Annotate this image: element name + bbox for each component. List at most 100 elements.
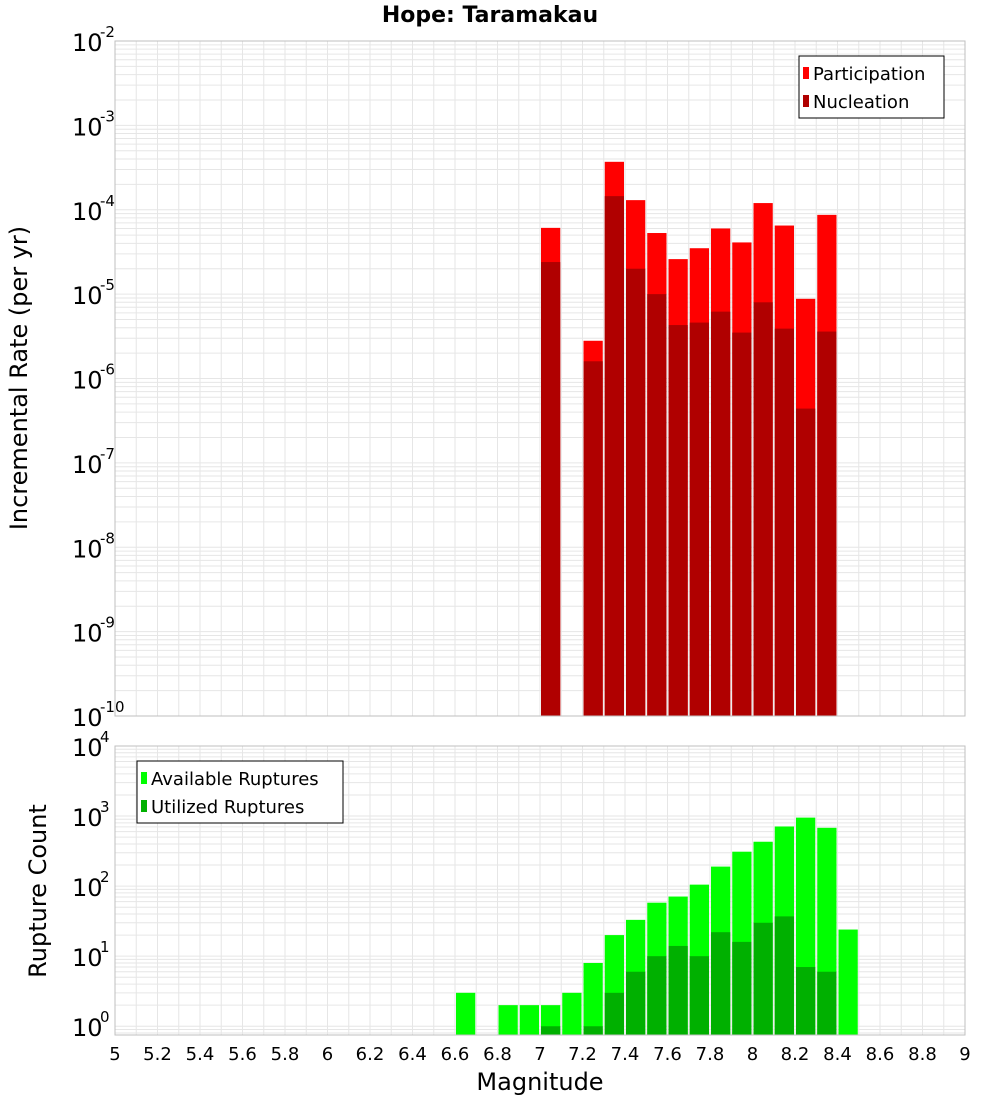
y-tick-label: 10 — [72, 620, 103, 648]
x-ticks: 5 5.2 5.4 5.6 5.8 6 6.2 6.4 6.6 6.8 7 7.2 7.4 7.6 7.8 8… — [109, 1044, 970, 1065]
counts-legend-label: Available Ruptures — [151, 769, 319, 790]
counts-bar-available-ruptures — [456, 992, 476, 1035]
counts-bar-utilized-ruptures — [732, 941, 752, 1035]
y-tick-exponent: -10 — [100, 698, 125, 716]
counts-legend-swatch — [141, 800, 147, 812]
rates-bar-nucleation — [604, 196, 624, 716]
x-tick-label: 9 — [959, 1044, 970, 1065]
y-tick-label: 10 — [72, 874, 103, 902]
rates-bar-nucleation — [732, 332, 752, 716]
x-tick-label: 6.6 — [441, 1044, 470, 1065]
rates-bar-nucleation — [626, 268, 646, 716]
counts-y-axis-label: Rupture Count — [24, 804, 52, 978]
counts-bar-utilized-ruptures — [541, 1026, 561, 1035]
counts-bar-utilized-ruptures — [647, 956, 667, 1035]
counts-bar-utilized-ruptures — [626, 971, 646, 1035]
x-axis-label: Magnitude — [476, 1068, 603, 1096]
x-tick-label: 8.4 — [823, 1044, 852, 1065]
y-tick-label: 10 — [72, 451, 103, 479]
rates-legend-swatch — [803, 95, 809, 107]
y-tick-label: 10 — [72, 367, 103, 395]
rates-legend: Participation Nucleation — [798, 55, 945, 119]
y-tick-exponent: -5 — [100, 276, 115, 294]
counts-bar-available-ruptures — [838, 929, 858, 1035]
y-tick-exponent: 3 — [100, 798, 110, 816]
y-tick-exponent: -6 — [100, 361, 115, 379]
counts-bar-utilized-ruptures — [583, 1026, 603, 1035]
y-tick-exponent: 2 — [100, 868, 110, 886]
rates-bar-nucleation — [541, 262, 561, 716]
chart-title: Hope: Taramakau — [382, 3, 598, 28]
y-tick-label: 10 — [72, 535, 103, 563]
rates-bar-nucleation — [668, 325, 688, 716]
y-tick-label: 10 — [72, 1014, 103, 1042]
rates-bar-nucleation — [817, 331, 837, 716]
counts-bar-available-ruptures — [583, 962, 603, 1035]
rates-legend-label: Nucleation — [813, 92, 909, 113]
counts-legend-box — [136, 760, 344, 824]
y-tick-label: 10 — [72, 704, 103, 732]
x-tick-label: 8.2 — [781, 1044, 810, 1065]
x-tick-label: 7.6 — [653, 1044, 682, 1065]
x-tick-label: 6.8 — [483, 1044, 512, 1065]
rates-y-axis-label: Incremental Rate (per yr) — [5, 226, 33, 530]
y-tick-label: 10 — [72, 29, 103, 57]
x-tick-label: 7.2 — [568, 1044, 597, 1065]
x-tick-label: 6 — [322, 1044, 333, 1065]
x-tick-label: 5.8 — [271, 1044, 300, 1065]
counts-bar-utilized-ruptures — [604, 992, 624, 1035]
x-tick-label: 8.6 — [866, 1044, 895, 1065]
y-tick-label: 10 — [72, 734, 103, 762]
x-tick-label: 8.8 — [908, 1044, 937, 1065]
x-tick-label: 5.6 — [228, 1044, 257, 1065]
counts-plot-frame — [114, 745, 966, 1036]
counts-bar-available-ruptures — [562, 992, 582, 1035]
y-tick-exponent: -7 — [100, 445, 115, 463]
x-tick-label: 6.4 — [398, 1044, 427, 1065]
counts-bar-utilized-ruptures — [796, 967, 816, 1035]
y-tick-label: 10 — [72, 944, 103, 972]
counts-bars — [456, 817, 858, 1035]
x-tick-label: 5 — [109, 1044, 120, 1065]
rates-bar-nucleation — [583, 361, 603, 716]
y-tick-exponent: -4 — [100, 192, 115, 210]
counts-bar-available-ruptures — [519, 1005, 539, 1035]
rates-bar-nucleation — [774, 328, 794, 716]
y-tick-exponent: -8 — [100, 529, 115, 547]
x-tick-label: 7.8 — [696, 1044, 725, 1065]
x-tick-label: 7.4 — [611, 1044, 640, 1065]
y-tick-exponent: 4 — [100, 728, 110, 746]
y-tick-exponent: -9 — [100, 614, 115, 632]
y-tick-label: 10 — [72, 282, 103, 310]
y-tick-label: 10 — [72, 198, 103, 226]
counts-bar-utilized-ruptures — [711, 932, 731, 1035]
x-tick-label: 5.4 — [186, 1044, 215, 1065]
rates-legend-box — [798, 55, 945, 119]
rates-bar-nucleation — [753, 302, 773, 716]
counts-legend: Available Ruptures Utilized Ruptures — [136, 760, 344, 824]
counts-bar-utilized-ruptures — [817, 971, 837, 1035]
y-tick-exponent: 1 — [100, 938, 110, 956]
rates-plot-frame — [114, 40, 966, 717]
counts-bar-available-ruptures — [498, 1005, 518, 1035]
rates-bar-nucleation — [796, 408, 816, 716]
x-tick-label: 7 — [534, 1044, 545, 1065]
rates-bar-nucleation — [647, 294, 667, 716]
y-tick-label: 10 — [72, 113, 103, 141]
rates-bar-nucleation — [711, 311, 731, 716]
x-tick-label: 8 — [747, 1044, 758, 1065]
y-tick-exponent: -2 — [100, 23, 115, 41]
counts-bar-utilized-ruptures — [668, 945, 688, 1035]
counts-bar-utilized-ruptures — [689, 956, 709, 1035]
counts-bar-utilized-ruptures — [753, 922, 773, 1035]
x-tick-label: 6.2 — [356, 1044, 385, 1065]
rates-grid — [114, 41, 966, 717]
y-tick-exponent: 0 — [100, 1008, 110, 1026]
rates-bars — [541, 161, 837, 717]
rates-bar-nucleation — [689, 322, 709, 716]
